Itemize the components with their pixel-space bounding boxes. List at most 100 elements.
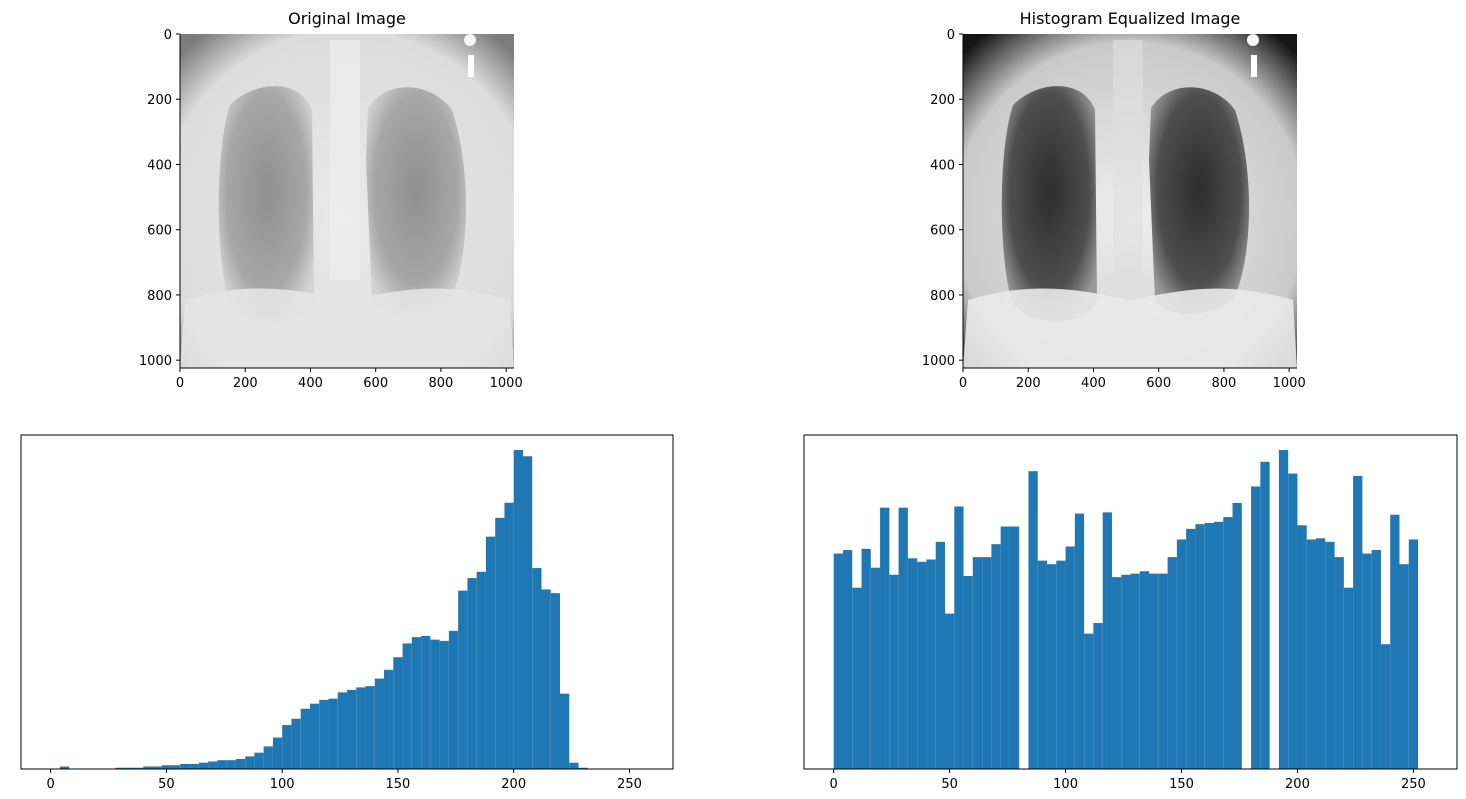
histogram-bar	[935, 541, 945, 769]
y-tick-label: 800	[930, 289, 955, 304]
histogram-bar	[226, 760, 236, 769]
histogram-bar	[944, 613, 955, 769]
x-tick-label: 0	[176, 376, 184, 391]
histogram-bar	[1353, 475, 1363, 769]
histogram-bar	[1297, 525, 1307, 769]
equalized-y-axis: 0 200 400 600 800 1000	[922, 28, 963, 369]
x-tick-label: 800	[429, 376, 454, 391]
histogram-bar	[907, 558, 918, 769]
x-tick-label: 100	[1053, 777, 1078, 792]
histogram-bar	[870, 567, 881, 769]
histogram-bar	[1093, 623, 1103, 769]
histogram-bar	[1158, 573, 1168, 769]
histogram-equalized-frame	[803, 434, 1458, 770]
histogram-bar	[448, 630, 459, 769]
histogram-bar	[1084, 633, 1094, 769]
histogram-bar	[402, 643, 412, 769]
histogram-bar	[1000, 526, 1010, 769]
histogram-bar	[374, 678, 385, 769]
histogram-bar	[1362, 553, 1372, 769]
histogram-bar	[1176, 539, 1187, 769]
y-tick-label: 200	[147, 93, 172, 108]
histogram-bar	[889, 574, 899, 769]
histogram-bar	[1306, 539, 1317, 769]
histogram-bar	[171, 765, 181, 769]
histogram-bar	[1213, 521, 1224, 769]
x-tick-label: 250	[1401, 777, 1426, 792]
histogram-bar	[300, 708, 310, 769]
histogram-bar	[1065, 546, 1075, 769]
histogram-bar	[504, 502, 514, 769]
histogram-bar	[319, 699, 329, 769]
histogram-bar	[1399, 564, 1409, 769]
x-tick-label: 200	[1016, 376, 1041, 391]
histogram-bar	[1288, 473, 1298, 769]
histogram-bar	[439, 640, 449, 769]
histogram-bar	[124, 767, 134, 769]
histogram-bar	[328, 698, 338, 769]
histogram-bar	[991, 544, 1001, 769]
x-tick-label: 800	[1212, 376, 1237, 391]
histogram-bar	[384, 669, 394, 769]
histogram-bar	[217, 760, 227, 769]
original-x-axis: 0 200 400 600 800 1000	[176, 368, 523, 391]
histogram-bar	[880, 507, 890, 769]
histogram-equalized-x-axis: 0 50 100 150 200 250	[830, 769, 1426, 792]
histogram-bar	[1056, 560, 1066, 769]
x-tick-label: 250	[617, 777, 642, 792]
equalized-x-axis: 0 200 400 600 800 1000	[959, 368, 1306, 391]
histogram-bar	[1371, 550, 1381, 769]
histogram-bar	[272, 737, 283, 769]
histogram-bar	[467, 578, 477, 769]
histogram-bar	[1316, 538, 1326, 769]
histogram-bar	[1074, 513, 1085, 769]
x-tick-label: 0	[46, 777, 54, 792]
histogram-bar	[161, 765, 172, 769]
x-tick-label: 50	[941, 777, 958, 792]
histogram-equalized: 0 50 100 150 200 250	[803, 434, 1458, 792]
histogram-bar	[550, 593, 561, 769]
histogram-bar	[458, 590, 468, 769]
histogram-bar	[1260, 461, 1270, 769]
histogram-bar	[833, 553, 843, 769]
x-tick-label: 0	[959, 376, 967, 391]
histogram-bar	[1325, 541, 1335, 769]
histogram-bar	[495, 517, 505, 769]
histogram-original-x-axis: 0 50 100 150 200 250	[46, 769, 642, 792]
equalized-image-title: Histogram Equalized Image	[1020, 9, 1241, 28]
histogram-original: 0 50 100 150 200 250	[20, 434, 674, 792]
histogram-bar	[982, 557, 992, 769]
histogram-bar	[1009, 526, 1020, 769]
x-tick-label: 400	[298, 376, 323, 391]
x-tick-label: 200	[501, 777, 526, 792]
histogram-bar	[954, 506, 964, 769]
original-y-axis: 0 200 400 600 800 1000	[139, 28, 180, 369]
xray-image-original	[180, 34, 514, 368]
histogram-bar	[1278, 450, 1289, 769]
histogram-bar	[476, 571, 486, 769]
histogram-bar	[1408, 539, 1419, 769]
histogram-bar	[560, 693, 570, 769]
histogram-bar	[578, 767, 588, 769]
histogram-bar	[1380, 644, 1391, 769]
histogram-bar	[1223, 517, 1233, 769]
histogram-bar	[1390, 514, 1400, 769]
histogram-bar	[1204, 522, 1214, 769]
y-tick-label: 0	[164, 28, 172, 43]
histogram-bar	[309, 703, 320, 769]
histogram-bar	[1251, 486, 1261, 769]
histogram-bar	[1028, 471, 1038, 769]
histogram-bar	[1167, 557, 1177, 769]
histogram-bar	[1037, 560, 1048, 769]
histogram-bar	[365, 686, 375, 769]
histogram-bar	[189, 763, 199, 769]
histogram-bar	[263, 746, 273, 769]
histogram-bar	[1111, 577, 1122, 769]
histogram-bar	[926, 559, 936, 769]
histogram-bar	[842, 550, 853, 769]
histogram-bar	[143, 766, 153, 769]
histogram-original-bars	[59, 450, 588, 769]
original-image-title: Original Image	[288, 9, 406, 28]
x-tick-label: 200	[1285, 777, 1310, 792]
